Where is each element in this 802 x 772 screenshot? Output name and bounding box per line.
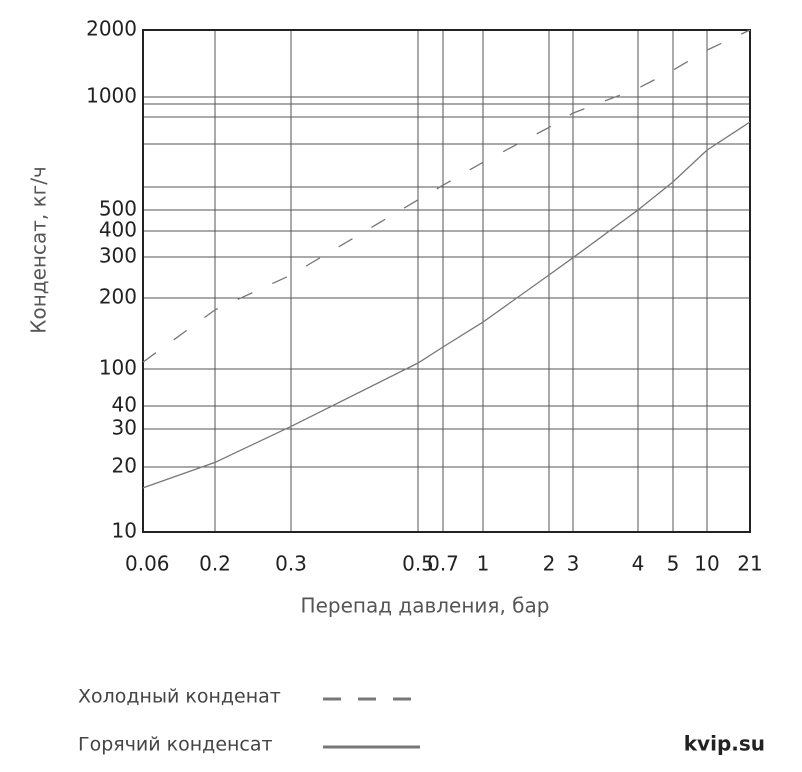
y-tick-label: 400 [99,218,137,242]
x-tick-label: 4 [632,552,645,576]
extra-grid [143,103,750,188]
legend-label: Горячий конденсат [78,734,273,756]
y-tick-label: 2000 [86,17,137,41]
y-tick-label: 500 [99,197,137,221]
y-axis-label: Конденсат, кг/ч [27,166,51,333]
series-line [142,121,751,489]
x-tick-label: 0.7 [427,552,459,576]
x-tick-label: 0.5 [402,552,434,576]
x-tick-label: 3 [567,552,580,576]
x-tick-label: 1 [477,552,490,576]
y-tick-label: 20 [112,454,137,478]
y-tick-label: 10 [112,519,137,543]
legend-label: Холодный конденат [78,686,281,708]
x-tick-label: 0.2 [199,552,231,576]
x-tick-label: 21 [737,552,762,576]
x-tick-label: 2 [543,552,556,576]
x-tick-label: 5 [667,552,680,576]
y-tick-label: 300 [99,244,137,268]
y-tick-label: 30 [112,416,137,440]
y-tick-label: 1000 [86,84,137,108]
watermark: kvip.su [684,732,765,756]
x-tick-label: 0.06 [125,552,170,576]
y-tick-label: 40 [112,393,137,417]
x-axis-label: Перепад давления, бар [301,594,550,618]
y-tick-label: 100 [99,356,137,380]
series-line [142,29,751,363]
plot-frame [142,29,751,533]
x-tick-label: 0.3 [275,552,307,576]
x-tick-label: 10 [694,552,719,576]
y-tick-label: 200 [99,285,137,309]
